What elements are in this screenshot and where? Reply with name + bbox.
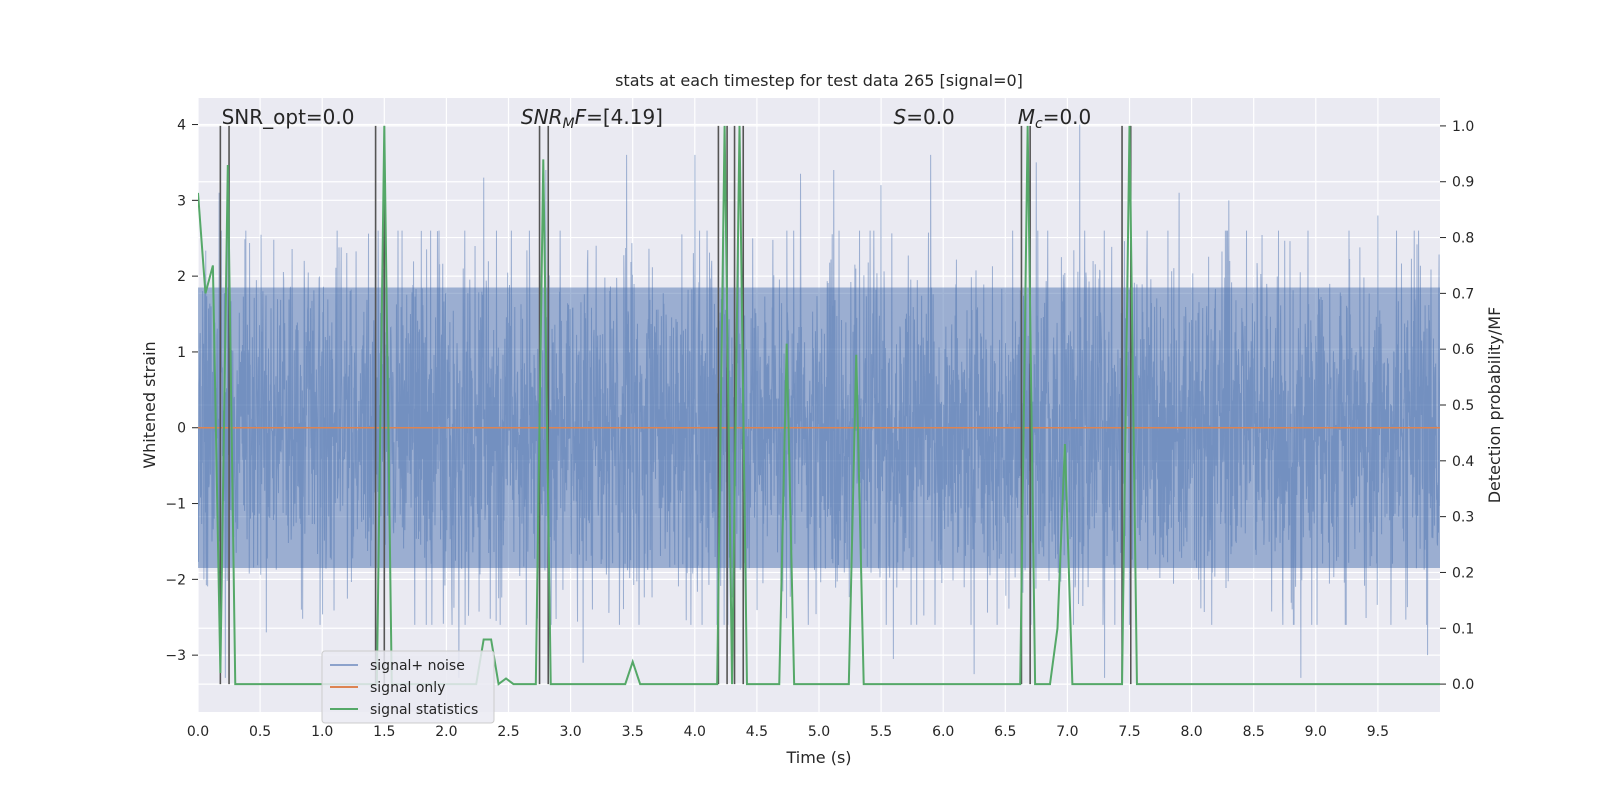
series-line-signal-statistics xyxy=(198,125,1440,686)
annotation-part: M xyxy=(562,116,574,132)
y-axis-label: Whitened strain xyxy=(140,341,159,468)
legend-label: signal+ noise xyxy=(370,658,465,674)
x-tick-label: 5.5 xyxy=(870,724,892,740)
y-tick-label-right: 0.7 xyxy=(1452,286,1474,302)
annotation-part: =0.0 xyxy=(1043,105,1092,129)
y-axis-label-right: Detection probability/MF xyxy=(1485,307,1504,504)
y-tick-label: 3 xyxy=(177,193,186,209)
x-tick-label: 2.0 xyxy=(435,724,457,740)
y-tick-label-right: 0.5 xyxy=(1452,398,1474,414)
annotation-part: F xyxy=(575,105,587,129)
y-tick-label: −3 xyxy=(165,648,186,664)
y-tick-label-right: 0.6 xyxy=(1452,342,1474,358)
x-tick-label: 9.0 xyxy=(1305,724,1327,740)
chart-title: stats at each timestep for test data 265… xyxy=(615,71,1023,90)
series-line-signal-noise xyxy=(198,124,1440,678)
y-tick-label: −2 xyxy=(165,572,186,588)
y-tick-label-right: 1.0 xyxy=(1452,119,1474,135)
y-tick-label-right: 0.2 xyxy=(1452,565,1474,581)
x-tick-label: 0.0 xyxy=(187,724,209,740)
x-tick-label: 3.5 xyxy=(622,724,644,740)
x-tick-label: 1.5 xyxy=(373,724,395,740)
annotation-part: =0.0 xyxy=(906,105,955,129)
legend-label: signal statistics xyxy=(370,702,478,718)
x-tick-label: 6.0 xyxy=(932,724,954,740)
legend-box xyxy=(321,650,495,724)
y-tick-label: 2 xyxy=(177,269,186,285)
annotation-text: SNR_opt=0.0 xyxy=(222,105,355,129)
y-tick-label-right: 0.8 xyxy=(1452,231,1474,247)
annotation-part: SNR xyxy=(521,105,563,129)
annotation-text: S=0.0 xyxy=(894,105,955,129)
x-tick-label: 2.5 xyxy=(497,724,519,740)
x-tick-label: 4.5 xyxy=(746,724,768,740)
y-tick-label: 1 xyxy=(177,345,186,361)
annotation-part: S xyxy=(894,105,907,129)
annotation-text: Mc=0.0 xyxy=(1018,105,1092,132)
x-tick-label: 6.5 xyxy=(994,724,1016,740)
x-tick-label: 7.5 xyxy=(1118,724,1140,740)
x-tick-label: 5.0 xyxy=(808,724,830,740)
annotation-part: =[4.19] xyxy=(586,105,663,129)
legend: signal+ noise signal only signal statistic… xyxy=(321,650,495,724)
x-tick-label: 8.0 xyxy=(1180,724,1202,740)
y-tick-label: 4 xyxy=(177,118,186,134)
annotations: SNR_opt=0.0 SNRMF=[4.19] S=0.0 Mc=0.0 xyxy=(222,105,1092,132)
annotation-part: M xyxy=(1018,105,1035,129)
annotation-text: SNRMF=[4.19] xyxy=(521,105,663,132)
y-tick-label-right: 0.0 xyxy=(1452,677,1474,693)
x-tick-label: 1.0 xyxy=(311,724,333,740)
x-axis-label: Time (s) xyxy=(785,748,851,767)
legend-label: signal only xyxy=(370,680,445,696)
y-tick-label: −1 xyxy=(165,497,186,513)
y-tick-label: 0 xyxy=(177,421,186,437)
x-tick-label: 7.0 xyxy=(1056,724,1078,740)
x-tick-label: 4.0 xyxy=(684,724,706,740)
series-layer xyxy=(198,124,1440,686)
annotation-part: SNR_opt=0.0 xyxy=(222,105,355,129)
x-tick-label: 3.0 xyxy=(559,724,581,740)
x-tick-label: 8.5 xyxy=(1243,724,1265,740)
y-tick-label-right: 0.9 xyxy=(1452,175,1474,191)
y-tick-label-right: 0.3 xyxy=(1452,510,1474,526)
ticks: 0.0 0.5 1.0 1.5 2.0 2.5 3.0 3.5 4.0 4.5 5.0 5.5 6.0 6… xyxy=(165,118,1474,740)
y-tick-label-right: 0.1 xyxy=(1452,621,1474,637)
y-tick-label-right: 0.4 xyxy=(1452,454,1474,470)
annotation-part: c xyxy=(1035,116,1043,132)
x-tick-label: 9.5 xyxy=(1367,724,1389,740)
x-tick-label: 0.5 xyxy=(249,724,271,740)
